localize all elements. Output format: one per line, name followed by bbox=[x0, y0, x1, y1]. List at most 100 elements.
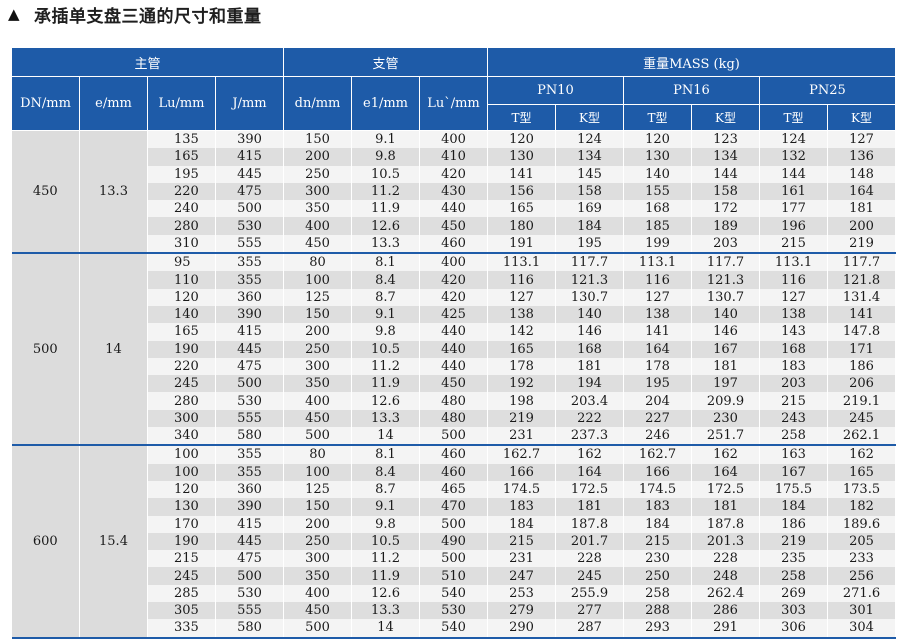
cell-e1: 12.6 bbox=[351, 217, 420, 235]
cell-pn25-t: 167 bbox=[759, 463, 828, 481]
cell-pn25-k: 186 bbox=[827, 357, 896, 376]
table-row: 215 475 300 11.2 500 231 228 230 228 235 233 bbox=[12, 550, 896, 568]
cell-dn-branch: 450 bbox=[283, 602, 352, 620]
cell-e1: 11.9 bbox=[351, 567, 420, 585]
cell-pn10-t: 198 bbox=[487, 392, 556, 410]
cell-lu: 190 bbox=[147, 340, 216, 358]
cell-pn10-t: 231 bbox=[487, 427, 556, 447]
cell-e: 15.4 bbox=[79, 445, 148, 639]
cell-lu2: 500 bbox=[419, 427, 488, 447]
cell-pn10-k: 237.3 bbox=[555, 427, 624, 447]
cell-pn16-t: 116 bbox=[623, 271, 692, 289]
cell-pn25-k: 206 bbox=[827, 375, 896, 393]
cell-dn-branch: 450 bbox=[283, 409, 352, 428]
cell-pn16-k: 158 bbox=[691, 182, 760, 201]
cell-pn16-k: 181 bbox=[691, 498, 760, 516]
table-row: 450 13.3 135 390 150 9.1 400 120 124 120 123 124 127 bbox=[11, 130, 896, 255]
cell-e1: 11.9 bbox=[351, 375, 420, 393]
table-row: 165 415 200 9.8 410 130 134 130 134 132 136 bbox=[12, 148, 896, 166]
cell-dn-branch: 125 bbox=[283, 480, 352, 499]
cell-pn25-t: 138 bbox=[759, 305, 828, 324]
cell-j: 415 bbox=[215, 323, 284, 341]
table-row: 300 555 450 13.3 480 219 222 227 230 243 245 bbox=[12, 409, 896, 428]
cell-pn10-t: 178 bbox=[487, 357, 556, 376]
cell-pn16-t: 164 bbox=[623, 340, 692, 358]
cell-pn25-k: 165 bbox=[827, 463, 896, 481]
cell-lu: 280 bbox=[147, 392, 216, 410]
cell-pn16-t: 141 bbox=[623, 323, 692, 341]
cell-dn-branch: 300 bbox=[283, 182, 352, 201]
header-pn16: PN16 bbox=[623, 76, 760, 105]
cell-pn16-k: 140 bbox=[691, 305, 760, 324]
cell-pn16-t: 168 bbox=[623, 200, 692, 218]
cell-lu2: 440 bbox=[419, 323, 488, 341]
cell-pn10-t: 156 bbox=[487, 182, 556, 201]
cell-pn16-k: 248 bbox=[691, 567, 760, 585]
cell-pn25-k: 127 bbox=[827, 130, 896, 149]
cell-pn10-t: 142 bbox=[487, 323, 556, 341]
cell-pn25-t: 215 bbox=[759, 234, 828, 255]
cell-pn16-t: 178 bbox=[623, 357, 692, 376]
cell-pn16-t: 138 bbox=[623, 305, 692, 324]
cell-lu2: 460 bbox=[419, 234, 488, 255]
table-row: 190 445 250 10.5 440 165 168 164 167 168 171 bbox=[12, 340, 896, 358]
cell-pn10-k: 203.4 bbox=[555, 392, 624, 410]
cell-pn25-k: 245 bbox=[827, 409, 896, 428]
cell-pn25-t: 113.1 bbox=[759, 253, 828, 272]
cell-pn16-k: 251.7 bbox=[691, 427, 760, 447]
cell-j: 415 bbox=[215, 148, 284, 166]
cell-lu2: 470 bbox=[419, 498, 488, 516]
table-row: 310 555 450 13.3 460 191 195 199 203 215 219 bbox=[12, 234, 896, 255]
table-row: 600 15.4 100 355 80 8.1 460 162.7 162 162.7 162 163… bbox=[11, 445, 896, 639]
cell-pn10-k: 222 bbox=[555, 409, 624, 428]
cell-e1: 14 bbox=[351, 619, 420, 639]
cell-lu2: 440 bbox=[419, 200, 488, 218]
cell-j: 390 bbox=[215, 130, 284, 149]
cell-pn16-t: 293 bbox=[623, 619, 692, 639]
cell-pn16-k: 228 bbox=[691, 550, 760, 568]
cell-pn10-t: 191 bbox=[487, 234, 556, 255]
cell-lu: 280 bbox=[147, 217, 216, 235]
cell-dn-branch: 80 bbox=[283, 445, 352, 464]
header-e: e/mm bbox=[79, 76, 148, 131]
cell-lu: 240 bbox=[147, 200, 216, 218]
cell-lu: 130 bbox=[147, 498, 216, 516]
cell-lu: 95 bbox=[147, 253, 216, 272]
cell-dn-branch: 100 bbox=[283, 271, 352, 289]
cell-pn10-t: 219 bbox=[487, 409, 556, 428]
cell-lu: 285 bbox=[147, 584, 216, 603]
cell-e1: 9.8 bbox=[351, 148, 420, 166]
cell-j: 500 bbox=[215, 375, 284, 393]
cell-pn25-t: 183 bbox=[759, 357, 828, 376]
cell-pn10-t: 247 bbox=[487, 567, 556, 585]
cell-pn25-t: 243 bbox=[759, 409, 828, 428]
cell-pn25-t: 203 bbox=[759, 375, 828, 393]
cell-pn16-t: 162.7 bbox=[623, 445, 692, 464]
cell-lu2: 420 bbox=[419, 288, 488, 306]
cell-pn25-t: 219 bbox=[759, 532, 828, 551]
cell-lu: 245 bbox=[147, 567, 216, 585]
cell-e1: 14 bbox=[351, 427, 420, 447]
cell-dn-branch: 300 bbox=[283, 357, 352, 376]
cell-pn16-k: 121.3 bbox=[691, 271, 760, 289]
cell-pn16-k: 187.8 bbox=[691, 515, 760, 533]
cell-e1: 11.2 bbox=[351, 357, 420, 376]
cell-pn25-t: 303 bbox=[759, 602, 828, 620]
cell-pn16-t: 227 bbox=[623, 409, 692, 428]
header-pn25-k: K型 bbox=[827, 104, 896, 131]
cell-pn25-k: 205 bbox=[827, 532, 896, 551]
table-row: 220 475 300 11.2 440 178 181 178 181 183 186 bbox=[12, 357, 896, 376]
cell-pn25-t: 127 bbox=[759, 288, 828, 306]
cell-lu2: 480 bbox=[419, 409, 488, 428]
table-row: 120 360 125 8.7 465 174.5 172.5 174.5 172.5 175.5… bbox=[12, 480, 896, 499]
cell-lu2: 540 bbox=[419, 619, 488, 639]
cell-pn10-k: 130.7 bbox=[555, 288, 624, 306]
cell-pn16-t: 185 bbox=[623, 217, 692, 235]
cell-e1: 10.5 bbox=[351, 340, 420, 358]
cell-lu: 135 bbox=[147, 130, 216, 149]
table-row: 130 390 150 9.1 470 183 181 183 181 184 182 bbox=[12, 498, 896, 516]
cell-lu2: 400 bbox=[419, 130, 488, 149]
cell-pn25-t: 163 bbox=[759, 445, 828, 464]
cell-pn25-k: 301 bbox=[827, 602, 896, 620]
cell-pn10-t: 183 bbox=[487, 498, 556, 516]
